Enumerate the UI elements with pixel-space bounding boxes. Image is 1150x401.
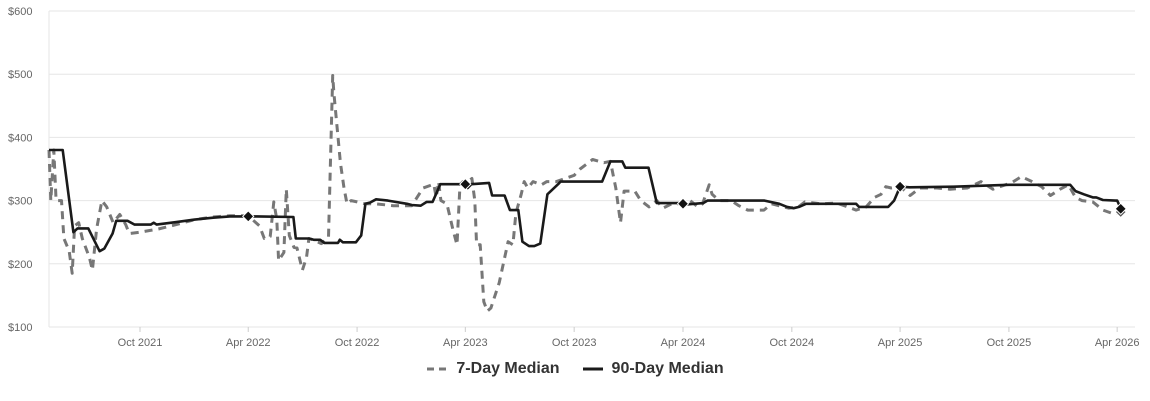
legend: 7-Day Median 90-Day Median [0,360,1150,378]
price-history-chart: $100 $200 $300 $400 $500 $600 Oct 2021 Apr 202… [8,6,1140,349]
y-tick-label: $100 [8,322,32,334]
x-tick-label: Apr 2025 [878,337,923,349]
x-tick-label: Apr 2024 [661,337,706,349]
y-tick-label: $300 [8,196,32,208]
x-tick-label: Oct 2022 [335,337,380,349]
legend-item-7day[interactable]: 7-Day Median [426,360,560,378]
solid-line-swatch-icon [582,367,603,371]
marker-90day [242,210,255,223]
series-group [47,74,1123,313]
marker-90day [893,180,907,193]
grid-lines [48,10,1135,328]
x-tick-label: Oct 2025 [987,337,1032,349]
legend-label-7day: 7-Day Median [456,360,560,377]
series-line-7day [47,74,1123,313]
marker-90day [676,197,690,210]
x-axis: Oct 2021 Apr 2022 Oct 2022 Apr 2023 Oct 2023… [118,327,1140,349]
legend-label-90day: 90-Day Median [611,360,724,377]
marker-group [242,177,1127,223]
series-line-90day [49,148,1122,253]
y-tick-label: $400 [8,132,32,144]
x-tick-label: Oct 2023 [552,337,597,349]
x-tick-label: Apr 2026 [1095,337,1140,349]
x-tick-label: Apr 2022 [226,337,271,349]
x-tick-label: Oct 2024 [770,337,815,349]
y-axis: $100 $200 $300 $400 $500 $600 [8,6,32,334]
x-tick-label: Apr 2023 [443,337,488,349]
y-tick-label: $600 [8,6,32,18]
legend-item-90day[interactable]: 90-Day Median [582,360,724,378]
y-tick-label: $200 [8,259,32,271]
x-tick-label: Oct 2021 [118,337,163,349]
marker-90day [1114,202,1127,216]
marker-90day [459,177,472,191]
y-tick-label: $500 [8,69,32,81]
dashed-line-swatch-icon [427,367,448,371]
